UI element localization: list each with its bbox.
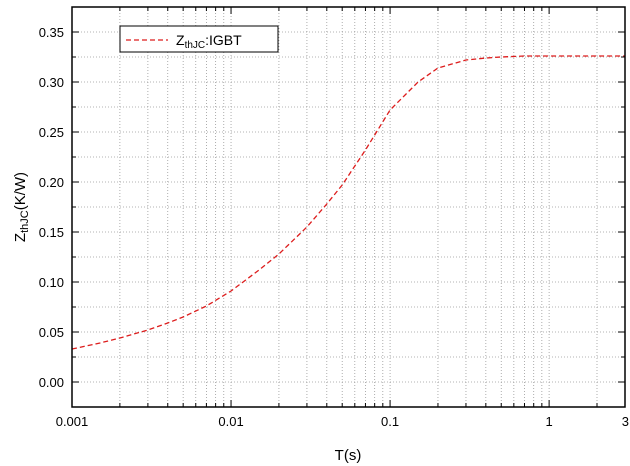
x-tick-label: 0.01 bbox=[218, 414, 243, 429]
y-tick-label: 0.10 bbox=[39, 275, 64, 290]
series-layer bbox=[71, 55, 625, 350]
legend-label-main: Z bbox=[176, 32, 185, 48]
y-tick-label: 0.25 bbox=[39, 125, 64, 140]
legend-label-suffix: :IGBT bbox=[205, 32, 242, 48]
legend-label: ZthJC:IGBT bbox=[176, 32, 242, 51]
x-tick-label: 1 bbox=[546, 414, 553, 429]
y-tick-label: 0.20 bbox=[39, 175, 64, 190]
legend-label-sub: thJC bbox=[185, 40, 206, 51]
y-tick-label: 0.00 bbox=[39, 375, 64, 390]
y-tick-label: 0.05 bbox=[39, 325, 64, 340]
series-line bbox=[71, 55, 625, 350]
x-tick-label: 3 bbox=[622, 414, 629, 429]
x-tick-label: 0.001 bbox=[56, 414, 89, 429]
ticks: 0.001 0.01 0.1 1 3 0.00 0.05 0.10 0.15 0.20 0.25 0.… bbox=[39, 7, 629, 429]
grid bbox=[72, 7, 625, 407]
y-axis-title-sub: thJC bbox=[19, 210, 31, 233]
y-axis-title: ZthJC(K/W) bbox=[12, 172, 31, 242]
y-axis-title-suffix: (K/W) bbox=[12, 172, 29, 210]
y-axis-title-main: Z bbox=[12, 233, 29, 242]
y-tick-label: 0.15 bbox=[39, 225, 64, 240]
y-tick-label: 0.30 bbox=[39, 75, 64, 90]
legend: ZthJC:IGBT bbox=[119, 25, 279, 53]
x-tick-label: 0.1 bbox=[381, 414, 399, 429]
x-axis-title: T(s) bbox=[335, 447, 362, 464]
y-tick-label: 0.35 bbox=[39, 25, 64, 40]
legend-box bbox=[119, 25, 279, 53]
